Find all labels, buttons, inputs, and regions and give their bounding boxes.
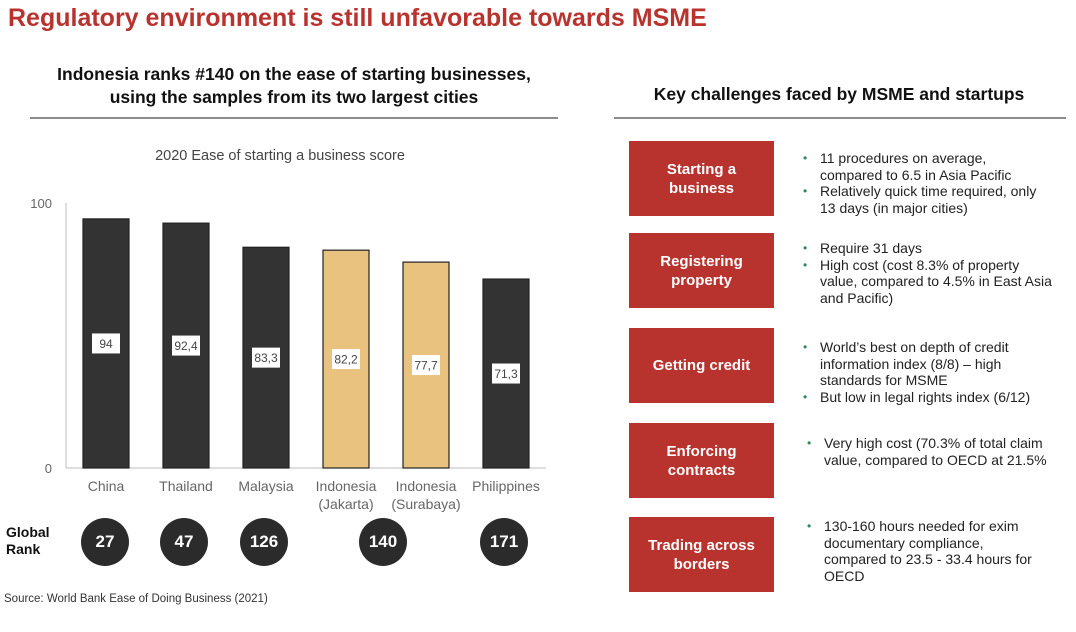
left-heading-line-2: using the samples from its two largest c… [109, 87, 479, 107]
data-label: 82,2 [334, 353, 358, 367]
category-label: Indonesia [316, 478, 377, 494]
challenge-label-enforcing-contracts: Enforcing contracts [629, 423, 774, 498]
challenge-bullets-trading-across-borders: 130-160 hours needed for exim documentar… [807, 518, 1047, 584]
data-label: 92,4 [174, 339, 198, 353]
right-section-heading: Key challenges faced by MSME and startup… [653, 84, 1025, 104]
rank-badge-philippines: 171 [480, 518, 528, 566]
global-rank-label-line-2: Rank [6, 541, 41, 557]
bullet-item: Require 31 days [803, 240, 1053, 257]
challenge-label-registering-property: Registering property [629, 233, 774, 308]
data-label-bg [412, 355, 440, 376]
left-section-heading: Indonesia ranks #140 on the ease of star… [30, 63, 558, 109]
category-label: Indonesia [396, 478, 457, 494]
challenge-label-trading-across-borders: Trading across borders [629, 517, 774, 592]
category-label: Malaysia [238, 478, 293, 494]
challenge-bullets-enforcing-contracts: Very high cost (70.3% of total claim val… [807, 435, 1047, 468]
y-tick-label: 100 [30, 196, 52, 211]
bullet-item: But low in legal rights index (6/12) [803, 389, 1065, 406]
challenge-bullets-registering-property: Require 31 days High cost (cost 8.3% of … [803, 240, 1053, 306]
data-label: 83,3 [254, 351, 278, 365]
challenge-label-getting-credit: Getting credit [629, 328, 774, 403]
left-divider [30, 117, 558, 119]
data-label-bg [492, 363, 520, 384]
data-label: 71,3 [494, 367, 518, 381]
data-label-bg [172, 335, 200, 356]
bullet-item: Very high cost (70.3% of total claim val… [807, 435, 1047, 468]
rank-badge-indonesia: 140 [359, 518, 407, 566]
y-tick-label: 0 [45, 461, 52, 476]
challenge-bullets-getting-credit: World’s best on depth of credit informat… [803, 339, 1065, 405]
rank-badge-malaysia: 126 [240, 518, 288, 566]
challenge-label-starting-business: Starting a business [629, 141, 774, 216]
category-label: Philippines [472, 478, 540, 494]
category-label: China [88, 478, 125, 494]
left-heading-line-1: Indonesia ranks #140 on the ease of star… [57, 64, 531, 84]
data-label: 94 [99, 337, 113, 351]
data-label-bg [252, 347, 280, 368]
challenge-bullets-starting-business: 11 procedures on average, compared to 6.… [803, 150, 1051, 216]
right-divider [614, 117, 1066, 119]
global-rank-label-line-1: Global [6, 524, 50, 540]
category-label: (Surabaya) [391, 496, 460, 512]
source-note: Source: World Bank Ease of Doing Busines… [4, 593, 268, 605]
bullet-item: High cost (cost 8.3% of property value, … [803, 257, 1053, 307]
page-title: Regulatory environment is still unfavora… [8, 4, 707, 32]
bar-chart: 2020 Ease of starting a business score 0 1… [30, 148, 546, 512]
data-label-bg [332, 349, 360, 370]
category-label: Thailand [159, 478, 213, 494]
data-label: 77,7 [414, 359, 438, 373]
bullet-item: Relatively quick time required, only 13 … [803, 183, 1051, 216]
bullet-item: 130-160 hours needed for exim documentar… [807, 518, 1047, 584]
rank-badge-china: 27 [81, 518, 129, 566]
data-label-bg [92, 333, 120, 354]
bullet-item: World’s best on depth of credit informat… [803, 339, 1065, 389]
rank-badge-thailand: 47 [160, 518, 208, 566]
category-label: (Jakarta) [318, 496, 373, 512]
chart-title: 2020 Ease of starting a business score [155, 148, 405, 164]
bullet-item: 11 procedures on average, compared to 6.… [803, 150, 1051, 183]
global-rank-label: Global Rank [6, 524, 50, 558]
